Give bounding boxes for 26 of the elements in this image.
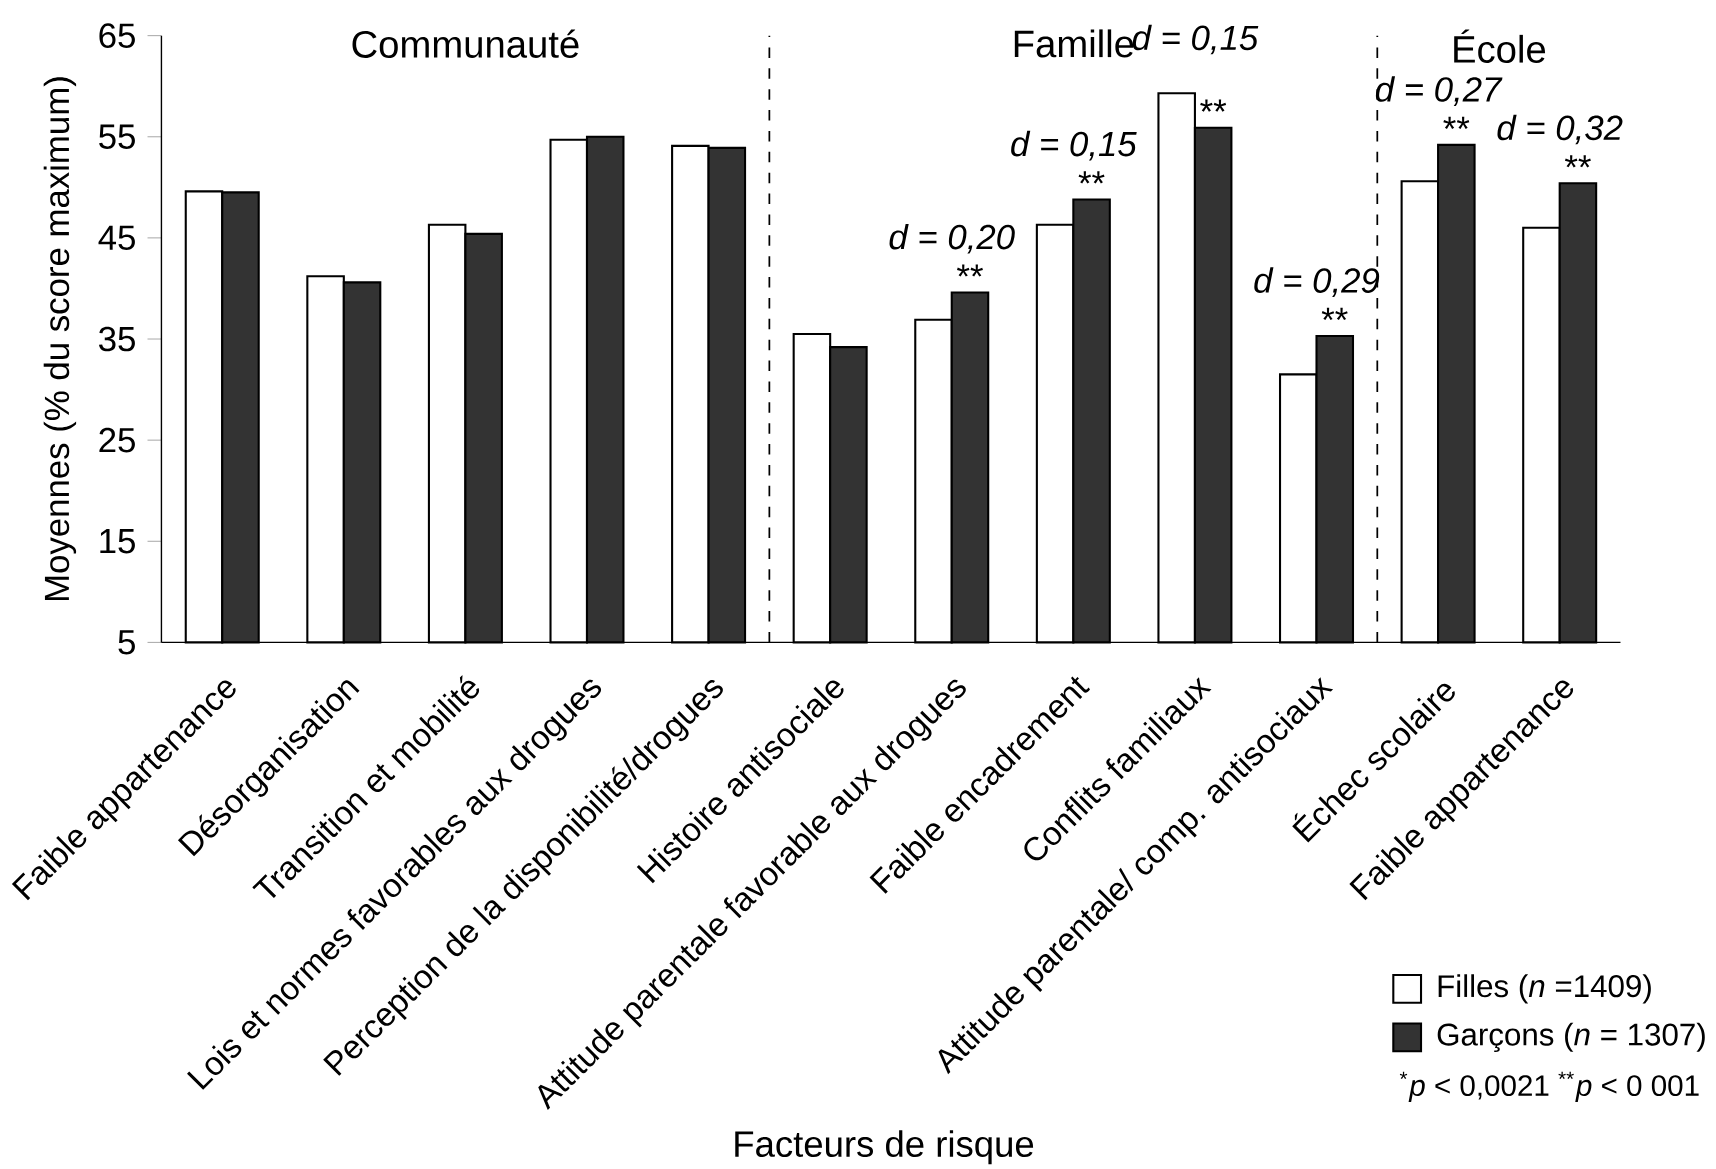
y-tick-label: 35 xyxy=(99,326,135,352)
legend-label: Filles (n =1409) xyxy=(1438,974,1651,1004)
annotation: d = 0,29 xyxy=(1254,267,1380,298)
y-tick-label: 45 xyxy=(98,225,135,251)
x-axis-title: Facteurs de risque xyxy=(735,1130,1034,1165)
y-tick-label: 65 xyxy=(99,23,135,48)
data-label: ** xyxy=(1564,155,1591,168)
data-label: ** xyxy=(956,264,983,277)
y-tick-label: 15 xyxy=(100,529,135,554)
annotation: d = 0,20 xyxy=(889,223,1015,254)
data-label: ** xyxy=(1200,99,1227,112)
text: $^{*}$p < 0,0021 $^{**}$p < 0 001 xyxy=(1399,1071,1699,1102)
annotation: Communauté xyxy=(352,29,579,58)
y-axis-title: Moyennes (% du score maximum) xyxy=(43,77,77,601)
data-label: ** xyxy=(1078,171,1105,184)
y-tick-label: 5 xyxy=(118,630,135,655)
annotation: d = 0,15 xyxy=(1011,130,1137,161)
y-tick-label: 25 xyxy=(99,427,135,453)
legend-label: Garçons (n = 1307) xyxy=(1437,1022,1705,1053)
annotation: Famille xyxy=(1014,29,1134,58)
annotation: École xyxy=(1454,29,1546,63)
annotation: d = 0,15 xyxy=(1132,24,1259,55)
data-label: ** xyxy=(1321,307,1348,321)
annotation: d = 0,32 xyxy=(1497,114,1623,145)
y-tick-label: 55 xyxy=(99,124,135,149)
data-label: ** xyxy=(1443,116,1470,129)
